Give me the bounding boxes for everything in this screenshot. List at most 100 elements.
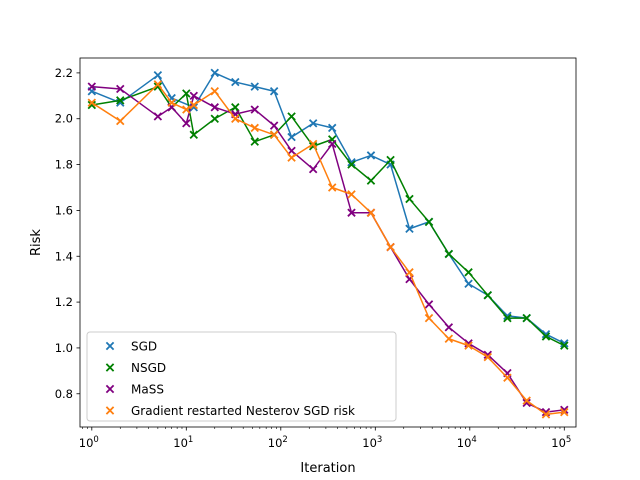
- legend-marker-3: [105, 406, 115, 415]
- legend-marker-0: [105, 341, 115, 351]
- data-point-s1-24: [560, 341, 569, 350]
- y-tick-label-1: 1.0: [55, 341, 73, 355]
- x-tick-label-0: 100: [79, 435, 99, 450]
- data-point-s0-5: [210, 68, 219, 78]
- x-tick-label-3: 103: [362, 435, 382, 450]
- legend-label-3: Gradient restarted Nesterov SGD risk: [131, 404, 355, 418]
- data-point-s3-21: [503, 373, 512, 382]
- data-point-s3-18: [444, 334, 454, 343]
- data-point-s1-20: [483, 290, 493, 300]
- data-point-s3-5: [189, 100, 199, 110]
- data-point-s1-19: [464, 268, 473, 277]
- legend-box: [86, 331, 397, 422]
- data-point-s2-8: [250, 105, 259, 114]
- data-point-s0-13: [366, 151, 376, 160]
- data-point-s3-0: [87, 98, 97, 107]
- data-point-s1-14: [366, 176, 376, 185]
- data-point-s1-1: [116, 96, 125, 105]
- legend-label-2: MaSS: [131, 383, 164, 397]
- x-tick-label-1: 101: [173, 435, 193, 450]
- data-point-s2-12: [327, 139, 337, 149]
- data-point-s3-6: [210, 86, 219, 96]
- data-point-s1-23: [541, 332, 551, 341]
- x-tick-label-4: 104: [457, 435, 477, 450]
- y-tick-label-6: 2.0: [55, 112, 73, 126]
- data-point-s0-12: [347, 158, 356, 167]
- data-point-s1-6: [210, 114, 219, 123]
- data-point-s2-2: [153, 112, 163, 121]
- data-point-s2-1: [116, 84, 125, 94]
- data-point-s3-17: [424, 313, 434, 323]
- legend-label-1: NSGD: [131, 361, 166, 375]
- data-point-s3-2: [153, 80, 163, 89]
- legend: SGD NSGD MaSS Gradient restarted Nesterov S…: [86, 331, 397, 422]
- data-point-s1-13: [347, 160, 356, 169]
- data-point-s1-17: [424, 217, 434, 227]
- legend-label-0: SGD: [131, 340, 157, 354]
- data-point-s3-23: [541, 410, 551, 419]
- data-point-s2-9: [269, 121, 279, 130]
- data-point-s2-18: [444, 323, 454, 332]
- data-point-s2-19: [464, 339, 473, 348]
- data-point-s3-7: [231, 114, 240, 123]
- data-point-s3-15: [386, 242, 395, 252]
- data-point-s0-8: [269, 86, 279, 96]
- data-point-s2-22: [522, 398, 531, 408]
- data-point-s2-11: [308, 164, 318, 174]
- data-point-s3-14: [366, 208, 376, 217]
- y-tick-label-5: 1.8: [55, 158, 73, 172]
- data-point-s3-16: [405, 268, 414, 277]
- y-axis-label: Risk: [29, 229, 44, 256]
- data-point-s3-8: [250, 123, 259, 133]
- data-point-s1-0: [87, 100, 97, 110]
- data-point-s0-2: [153, 70, 163, 80]
- data-point-s1-5: [189, 130, 199, 140]
- data-point-s3-11: [308, 139, 318, 149]
- data-point-s0-18: [464, 279, 473, 288]
- data-point-s2-13: [347, 208, 356, 217]
- data-point-s3-1: [116, 116, 125, 126]
- data-point-s2-17: [424, 300, 434, 309]
- data-point-s3-4: [182, 105, 191, 114]
- data-point-s1-18: [444, 249, 454, 259]
- x-axis-label: Iteration: [300, 461, 355, 476]
- y-tick-label-0: 0.8: [55, 387, 73, 401]
- x-tick-label-2: 102: [268, 435, 288, 450]
- data-point-s1-15: [386, 155, 395, 165]
- data-point-s0-9: [287, 132, 296, 142]
- x-tick-label-5: 105: [551, 435, 571, 450]
- data-point-s1-16: [405, 194, 414, 204]
- data-point-s0-6: [231, 77, 240, 87]
- data-point-s1-22: [522, 313, 531, 323]
- data-point-s3-22: [522, 396, 531, 405]
- data-point-s0-10: [308, 119, 318, 128]
- data-point-s0-11: [327, 123, 337, 133]
- data-point-s2-10: [287, 146, 296, 156]
- y-tick-label-4: 1.6: [55, 203, 73, 217]
- axes-frame: [79, 57, 577, 428]
- data-point-s1-8: [250, 137, 259, 146]
- data-point-s2-0: [87, 82, 97, 91]
- y-tick-label-7: 2.2: [55, 66, 73, 80]
- data-point-s3-13: [347, 190, 356, 199]
- data-point-s0-23: [560, 339, 569, 348]
- data-point-s1-21: [503, 313, 512, 323]
- data-point-s3-12: [327, 183, 337, 192]
- data-point-s3-19: [464, 341, 473, 350]
- data-point-s3-20: [483, 352, 493, 362]
- data-point-s1-4: [182, 89, 191, 98]
- data-point-s0-22: [541, 329, 551, 339]
- y-tick-label-3: 1.4: [55, 249, 73, 263]
- data-point-s3-3: [167, 98, 176, 107]
- data-point-s0-7: [250, 82, 259, 91]
- data-point-s1-2: [153, 82, 163, 91]
- data-point-s1-7: [231, 103, 240, 112]
- data-point-s3-24: [560, 407, 569, 417]
- data-point-s2-20: [483, 350, 493, 360]
- legend-marker-2: [105, 384, 115, 394]
- data-point-s2-4: [182, 119, 191, 128]
- legend-marker-1: [105, 363, 115, 372]
- data-point-s0-15: [405, 224, 414, 233]
- y-tick-label-2: 1.2: [55, 295, 73, 309]
